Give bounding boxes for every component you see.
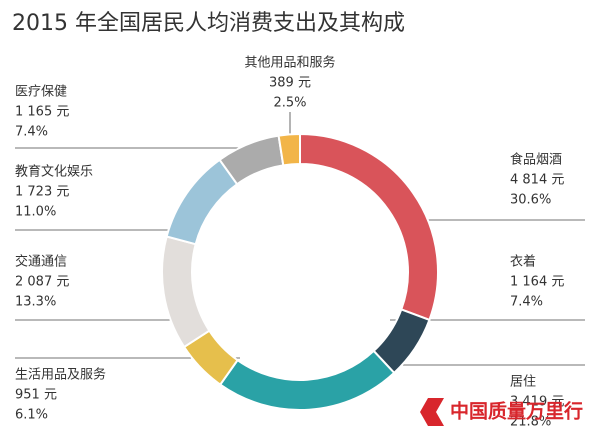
watermark-logo [420, 398, 444, 426]
share-label: 21.8% [510, 415, 551, 430]
value-label: 1 723 元 [15, 185, 69, 200]
category-label: 交通通信 [15, 254, 67, 270]
share-label: 7.4% [510, 295, 543, 310]
donut-segment [299, 132, 439, 322]
value-label: 3 419 元 [510, 395, 564, 410]
category-label: 食品烟酒 [510, 152, 562, 168]
category-label: 其他用品和服务 [244, 55, 335, 71]
value-label: 1 165 元 [15, 105, 69, 120]
value-label: 1 164 元 [510, 275, 564, 290]
category-label: 生活用品及服务 [15, 367, 106, 383]
donut-segment [165, 158, 239, 246]
share-label: 30.6% [510, 193, 551, 208]
watermark: 中国质量万里行 [450, 400, 583, 423]
value-label: 951 元 [15, 388, 57, 403]
category-label: 教育文化娱乐 [15, 164, 93, 180]
donut-segment [218, 349, 396, 411]
category-label: 医疗保健 [15, 85, 67, 100]
share-label: 11.0% [15, 205, 56, 220]
category-label: 衣着 [510, 254, 536, 270]
share-label: 7.4% [15, 125, 48, 140]
donut-segment [161, 235, 211, 349]
share-label: 2.5% [273, 96, 306, 111]
value-label: 4 814 元 [510, 173, 564, 188]
value-label: 2 087 元 [15, 275, 69, 290]
donut-segment [277, 132, 301, 167]
share-label: 6.1% [15, 408, 48, 423]
share-label: 13.3% [15, 295, 56, 310]
chart-title: 2015 年全国居民人均消费支出及其构成 [12, 11, 405, 36]
value-label: 389 元 [269, 76, 311, 91]
category-label: 居住 [510, 375, 536, 390]
